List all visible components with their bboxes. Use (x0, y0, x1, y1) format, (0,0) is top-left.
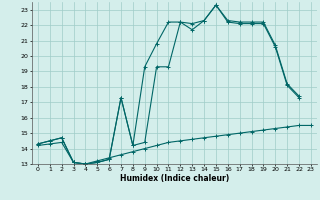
X-axis label: Humidex (Indice chaleur): Humidex (Indice chaleur) (120, 174, 229, 183)
